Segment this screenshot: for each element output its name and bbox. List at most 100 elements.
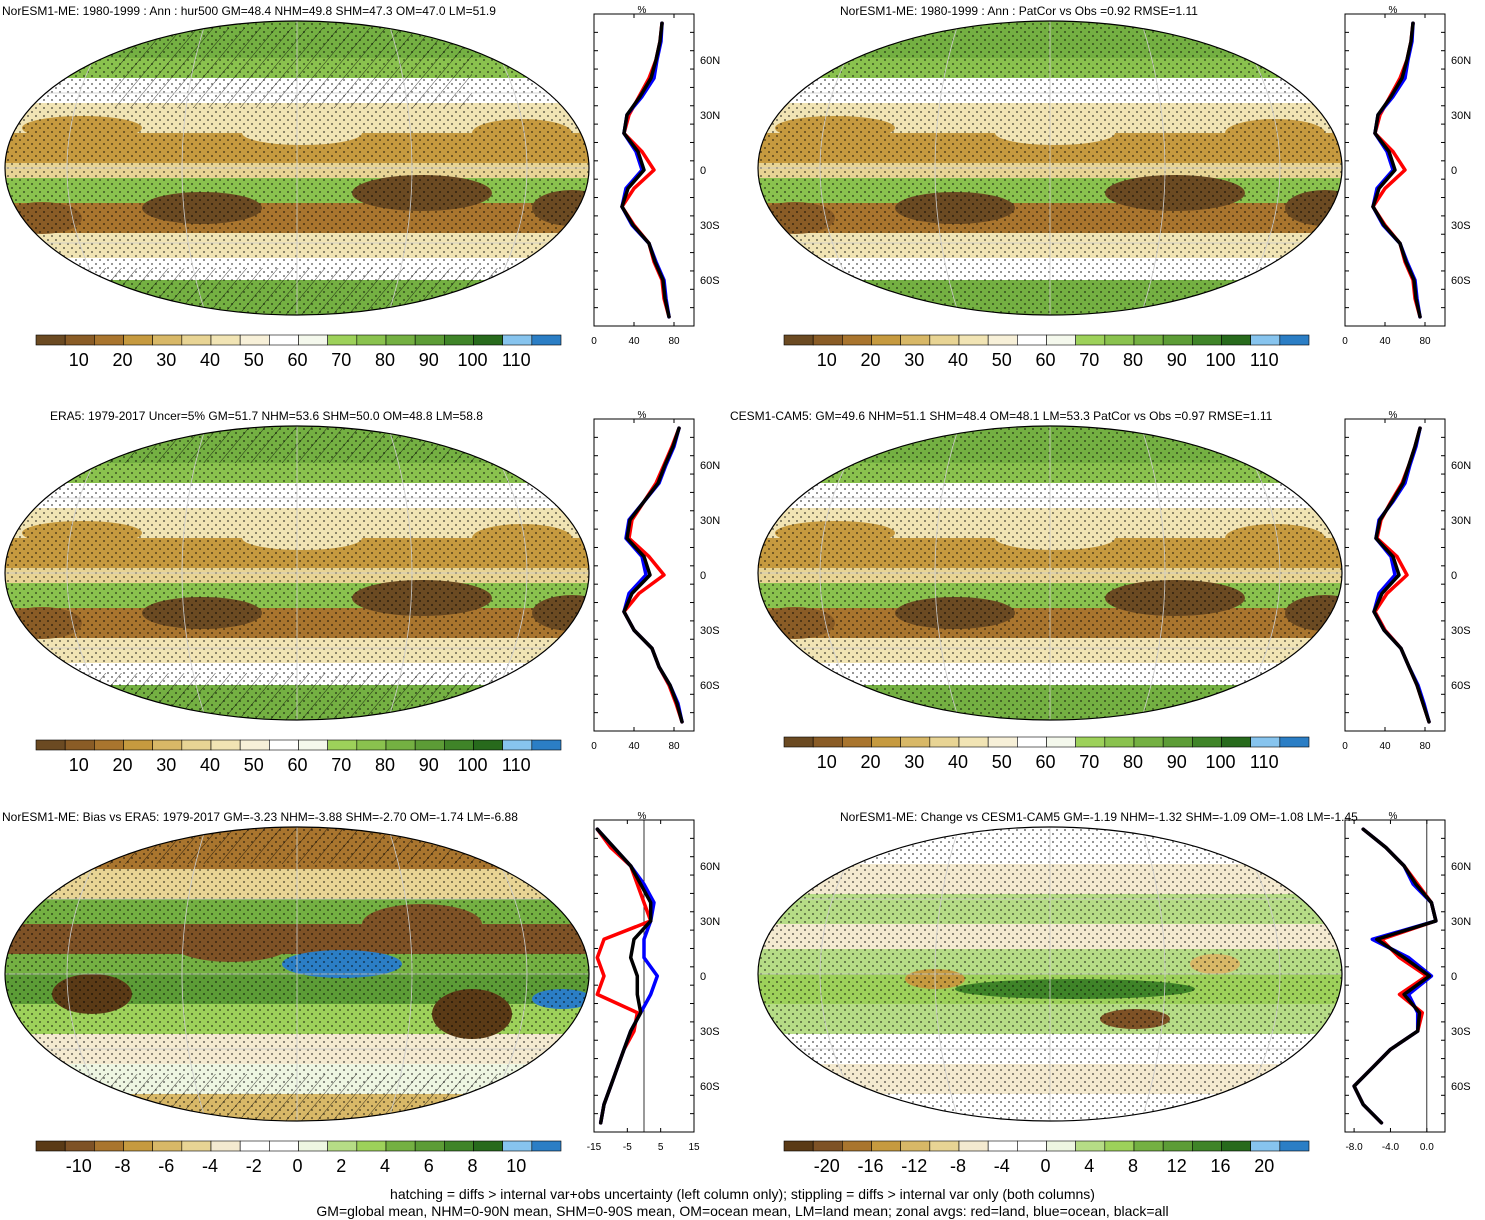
colorbar-swatch	[414, 334, 445, 346]
colorbar	[35, 1140, 562, 1152]
colorbar-swatch	[123, 739, 153, 751]
colorbar-tick-label: 0	[1040, 1156, 1051, 1176]
colorbar-swatch	[327, 1140, 358, 1152]
colorbar-swatch	[987, 1140, 1018, 1152]
colorbar-swatch	[783, 334, 814, 346]
zonal-mean-profile: % 60N 30N 0 30S 60S 0 40 80	[1342, 411, 1471, 752]
colorbar-swatch	[210, 1140, 241, 1152]
colorbar-tick-label: 30	[904, 350, 925, 370]
profile-x-tick: -4.0	[1382, 1142, 1400, 1153]
colorbar-tick-label: 8	[1127, 1156, 1139, 1176]
colorbar-swatch	[94, 739, 124, 751]
series-line-ocean	[622, 426, 684, 724]
colorbar-swatch	[473, 739, 503, 751]
colorbar-swatch	[35, 739, 66, 751]
colorbar-tick-label: -4	[993, 1156, 1010, 1176]
colorbar-labels: 10 20 30 40 50 60 70 80 90 100 110	[783, 752, 1308, 774]
colorbar-swatch	[356, 1140, 387, 1152]
panel-title: NorESM1-ME: Bias vs ERA5: 1979-2017 GM=-…	[2, 810, 518, 824]
panel-6: NorESM1-ME: Change vs CESM1-CAM5 GM=-1.1…	[750, 806, 1485, 1206]
colorbar-swatch	[298, 1140, 328, 1152]
panel-title: ERA5: 1979-2017 Uncer=5% GM=51.7 NHM=53.…	[50, 409, 483, 423]
colorbar-tick-label: 60	[1035, 752, 1056, 772]
colorbar-labels: 10 20 30 40 50 60 70 80 90 100 110	[35, 755, 560, 777]
profile-lat-tick: 0	[1451, 570, 1457, 582]
series-line-all	[1372, 426, 1431, 724]
profile-lat-tick: 60S	[700, 680, 720, 692]
profile-lat-tick: 30N	[700, 515, 720, 527]
profile-lat-tick: 60S	[1451, 680, 1471, 692]
colorbar-swatch	[444, 739, 474, 751]
series-line-ocean	[1372, 426, 1431, 724]
global-map	[4, 20, 590, 316]
colorbar-swatch	[239, 1140, 270, 1152]
colorbar-tick-label: 10	[816, 752, 837, 772]
footer-line-1: hatching = diffs > internal var+obs unce…	[390, 1186, 1095, 1202]
colorbar-tick-label: 30	[156, 755, 177, 775]
series-line-all	[620, 21, 671, 319]
profile-x-tick: 80	[668, 741, 680, 752]
profile-lat-tick: 0	[1451, 971, 1457, 983]
series-line-ocean	[1352, 827, 1438, 1125]
colorbar-swatch	[531, 334, 562, 346]
colorbar-swatch	[269, 1140, 299, 1152]
colorbar-tick-label: -2	[245, 1156, 262, 1176]
colorbar-tick-label: -4	[201, 1156, 219, 1176]
colorbar-labels: 10 20 30 40 50 60 70 80 90 100 110	[35, 350, 560, 372]
profile-lat-tick: 60N	[1451, 460, 1471, 472]
colorbar-labels: -20 -16 -12 -8 -4 0 4 8 12 16 20	[783, 1156, 1308, 1178]
profile-lat-tick: 30N	[1451, 515, 1471, 527]
colorbar-tick-label: 50	[991, 752, 1012, 772]
colorbar-swatch	[444, 334, 474, 346]
profile-lat-tick: 0	[700, 971, 706, 983]
colorbar-swatch	[1192, 736, 1222, 748]
colorbar-swatch	[1221, 736, 1251, 748]
colorbar-swatch	[64, 739, 95, 751]
colorbar-swatch	[210, 334, 241, 346]
series-line-ocean	[595, 827, 660, 1125]
profile-lat-tick: 60S	[1451, 1081, 1471, 1093]
profile-lat-tick: 30N	[1451, 916, 1471, 928]
colorbar-tick-label: 100	[457, 350, 488, 370]
colorbar	[35, 334, 562, 346]
colorbar-swatch	[871, 334, 901, 346]
colorbar-tick-label: 80	[1122, 350, 1144, 370]
colorbar-tick-label: 110	[1249, 350, 1279, 370]
colorbar-swatch	[812, 736, 843, 748]
colorbar-swatch	[958, 1140, 989, 1152]
colorbar-swatch	[1075, 334, 1106, 346]
series-line-land	[622, 426, 684, 724]
colorbar-swatch	[64, 334, 95, 346]
global-map	[757, 20, 1343, 316]
colorbar-tick-label: 100	[1205, 350, 1236, 370]
profile-lat-tick: 30S	[1451, 625, 1471, 637]
colorbar-swatch	[269, 739, 299, 751]
colorbar-tick-label: 4	[1084, 1156, 1095, 1176]
colorbar-swatch	[1192, 1140, 1222, 1152]
colorbar-tick-label: 8	[467, 1156, 478, 1176]
colorbar-swatch	[473, 1140, 503, 1152]
colorbar-tick-label: 30	[904, 752, 925, 772]
colorbar-tick-label: 110	[501, 755, 531, 775]
colorbar-swatch	[812, 1140, 843, 1152]
profile-lat-tick: 30N	[700, 110, 720, 122]
panel-title: NorESM1-ME: Change vs CESM1-CAM5 GM=-1.1…	[840, 810, 1358, 824]
colorbar-swatch	[152, 1140, 183, 1152]
colorbar-swatch	[929, 1140, 960, 1152]
colorbar-swatch	[871, 1140, 901, 1152]
colorbar-tick-label: 20	[112, 755, 133, 775]
zonal-mean-profile: % 60N 30N 0 30S 60S -15 -5 5 15	[587, 812, 720, 1153]
colorbar-swatch	[269, 334, 299, 346]
profile-lat-tick: 60S	[1451, 275, 1471, 287]
colorbar-swatch	[842, 736, 872, 748]
profile-x-tick: -15	[587, 1142, 602, 1153]
colorbar-tick-label: 30	[156, 350, 177, 370]
profile-lat-tick: 60N	[700, 861, 720, 873]
colorbar-swatch	[35, 334, 66, 346]
series-line-land	[1373, 426, 1431, 724]
colorbar-swatch	[385, 334, 416, 346]
colorbar-swatch	[356, 739, 387, 751]
colorbar-swatch	[1017, 736, 1047, 748]
colorbar-tick-label: 100	[457, 755, 488, 775]
colorbar-swatch	[385, 1140, 416, 1152]
